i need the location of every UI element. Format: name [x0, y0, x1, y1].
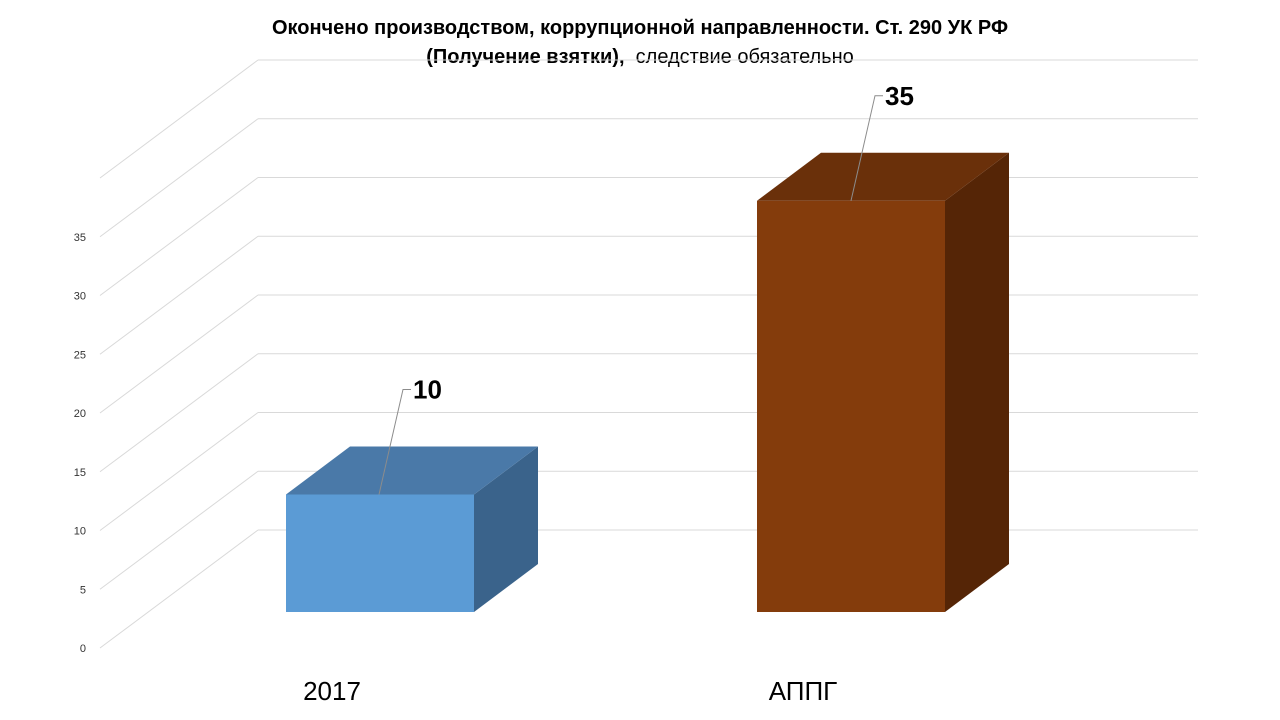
y-tick-label: 5	[80, 584, 86, 596]
chart-title-line1: Окончено производством, коррупционной на…	[271, 17, 1009, 39]
bars	[286, 152, 1009, 612]
data-label-leader	[850, 95, 883, 201]
bar-top	[286, 446, 538, 495]
x-category-label: АППГ	[769, 676, 838, 706]
bar-front	[286, 494, 474, 612]
bar-front	[757, 200, 945, 612]
data-labels: 10 35	[378, 81, 914, 495]
bar-top	[757, 152, 1009, 201]
y-axis-ticks: 0 5 10 15 20 25 30 35	[74, 232, 86, 655]
y-tick-label: 25	[74, 349, 86, 361]
gridline-diagonal-15	[99, 353, 259, 473]
gridline-diagonal-35	[99, 118, 259, 238]
gridline-diagonal-0	[99, 529, 259, 649]
y-tick-label: 20	[74, 408, 86, 420]
gridline-diagonal-25	[99, 235, 259, 355]
data-label-leader	[378, 389, 411, 495]
data-label: 35	[885, 81, 914, 111]
x-axis-categories: 2017 АППГ	[303, 676, 837, 706]
gridlines	[99, 59, 1198, 649]
gridline-diagonal-40	[99, 59, 259, 179]
gridline-diagonal-10	[99, 412, 259, 531]
bar-2017	[286, 446, 538, 612]
y-tick-label: 35	[74, 232, 86, 244]
data-label: 10	[413, 375, 442, 405]
chart-title-line2: (Получение взятки), следствие обязательн…	[0, 43, 1280, 72]
gridline-diagonal-30	[99, 177, 259, 296]
y-tick-label: 10	[74, 526, 86, 538]
y-tick-label: 0	[80, 643, 86, 655]
gridline-diagonal-5	[99, 470, 259, 590]
gridline-diagonal-20	[99, 294, 259, 414]
y-tick-label: 30	[74, 291, 86, 303]
bar-АППГ	[757, 152, 1009, 612]
chart-title-line2-bold: (Получение взятки),	[426, 46, 625, 68]
y-tick-label: 15	[74, 467, 86, 479]
x-category-label: 2017	[303, 676, 361, 706]
bar-side	[474, 446, 538, 612]
chart-title-line2-normal: следствие обязательно	[635, 46, 854, 68]
chart-title: Окончено производством, коррупционной на…	[0, 14, 1280, 72]
bar-side	[945, 152, 1009, 612]
